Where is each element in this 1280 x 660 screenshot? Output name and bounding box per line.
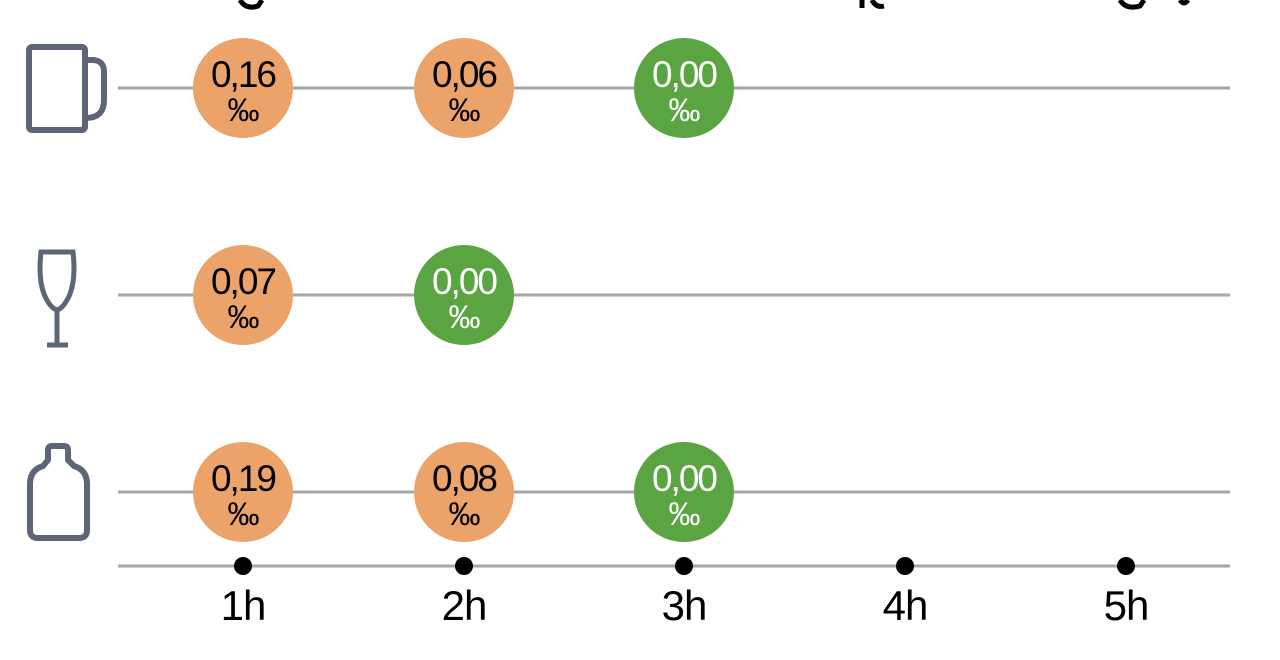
- bubble-value-label: 0,16: [211, 54, 275, 95]
- bubble-2-1h: 0,07‰: [193, 245, 293, 345]
- title-fragment: [237, 0, 1191, 10]
- bubble-circle: [414, 38, 514, 138]
- tick-label-4h: 4h: [883, 582, 928, 629]
- x-axis: 1h 2h 3h 4h 5h: [221, 557, 1149, 629]
- bubble-circle: [634, 442, 734, 542]
- bubble-1-2h: 0,06‰: [414, 38, 514, 138]
- bubble-circle: [634, 38, 734, 138]
- bubble-value-label: 0,00: [432, 261, 497, 302]
- tick-dot-3h: [675, 557, 693, 575]
- bubble-value-label: 0,06: [432, 54, 496, 95]
- bubble-value-label: 0,08: [432, 458, 496, 499]
- bubble-unit-label: ‰: [228, 299, 260, 335]
- bubble-3-1h: 0,19‰: [193, 442, 293, 542]
- bubble-value-label: 0,00: [652, 54, 717, 95]
- bubble-2-2h: 0,00‰: [414, 245, 514, 345]
- bubble-value-label: 0,07: [211, 261, 275, 302]
- bubble-3-3h: 0,00‰: [634, 442, 734, 542]
- bubble-circle: [414, 245, 514, 345]
- tick-label-1h: 1h: [221, 582, 266, 629]
- bubble-circle: [193, 38, 293, 138]
- bubble-value-label: 0,00: [652, 458, 717, 499]
- bubble-unit-label: ‰: [449, 496, 481, 532]
- bubble-unit-label: ‰: [228, 496, 260, 532]
- bubble-circle: [193, 245, 293, 345]
- tick-label-2h: 2h: [442, 582, 487, 629]
- bubble-circle: [414, 442, 514, 542]
- bubble-value-label: 0,19: [211, 458, 275, 499]
- bubble-unit-label: ‰: [669, 496, 701, 532]
- bubble-unit-label: ‰: [228, 92, 260, 128]
- tick-dot-4h: [896, 557, 914, 575]
- spirits-bottle-icon: [27, 443, 90, 541]
- tick-dot-2h: [455, 557, 473, 575]
- bubble-1-3h: 0,00‰: [634, 38, 734, 138]
- bubbles: 0,16‰0,06‰0,00‰0,07‰0,00‰0,19‰0,08‰0,00‰: [193, 38, 734, 542]
- beer-mug-icon: [26, 44, 107, 133]
- bubble-unit-label: ‰: [669, 92, 701, 128]
- wine-glass-icon: [37, 249, 77, 348]
- tick-dot-1h: [234, 557, 252, 575]
- tick-label-5h: 5h: [1104, 582, 1149, 629]
- tick-dot-5h: [1117, 557, 1135, 575]
- bubble-3-2h: 0,08‰: [414, 442, 514, 542]
- bubble-circle: [193, 442, 293, 542]
- bubble-1-1h: 0,16‰: [193, 38, 293, 138]
- bubble-unit-label: ‰: [449, 92, 481, 128]
- bubble-unit-label: ‰: [449, 299, 481, 335]
- tick-label-3h: 3h: [662, 582, 707, 629]
